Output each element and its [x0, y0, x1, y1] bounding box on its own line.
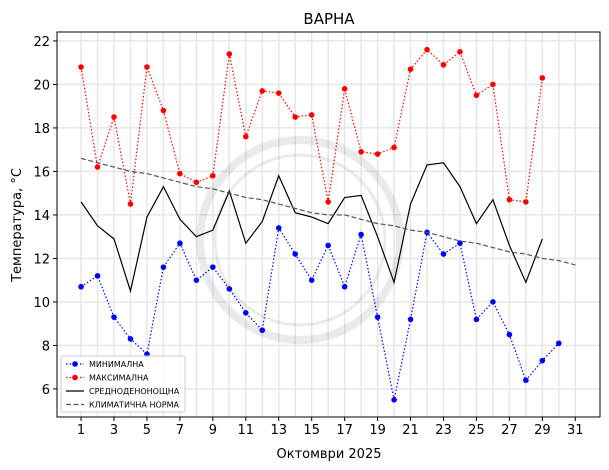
data-point: [341, 85, 348, 92]
data-point: [539, 75, 546, 81]
y-tick-label: 8: [42, 339, 50, 354]
data-point: [407, 66, 414, 72]
legend-marker: [72, 361, 78, 367]
data-point: [210, 172, 216, 179]
data-point: [358, 149, 364, 155]
data-point: [94, 273, 101, 279]
watermark: [196, 136, 404, 344]
data-point: [94, 164, 101, 170]
y-tick-label: 20: [33, 78, 50, 93]
y-axis-label: Температура, °C: [10, 168, 25, 283]
x-tick-label: 1: [77, 423, 85, 438]
x-tick-label: 27: [501, 423, 518, 438]
data-point: [341, 283, 348, 290]
x-tick-label: 31: [567, 423, 584, 438]
data-point: [457, 48, 463, 55]
data-point: [242, 310, 249, 316]
data-point: [506, 196, 513, 203]
data-point: [242, 133, 249, 140]
x-tick-label: 25: [468, 423, 485, 438]
data-point: [374, 314, 381, 320]
plot-frame: [56, 31, 601, 418]
data-point: [292, 251, 299, 257]
x-tick-label: 19: [369, 423, 386, 438]
data-point: [226, 286, 233, 292]
series-line-2: [80, 162, 543, 294]
x-tick-label: 23: [435, 423, 452, 438]
data-point: [358, 231, 364, 238]
data-point: [506, 331, 513, 338]
x-tick-label: 3: [110, 423, 118, 438]
legend-label: СРЕДНОДЕНОНОЩНА: [89, 387, 180, 396]
data-point: [556, 340, 562, 347]
data-point: [160, 107, 167, 114]
x-axis-label: Октомври 2025: [277, 447, 382, 462]
y-tick-label: 6: [42, 383, 50, 398]
data-point: [391, 144, 397, 151]
data-point: [177, 240, 183, 247]
legend-label: МАКСИМАЛНА: [89, 374, 149, 383]
data-point: [440, 62, 447, 68]
chart-title: ВАРНА: [303, 10, 355, 28]
data-point: [78, 283, 84, 290]
data-point: [275, 225, 282, 231]
data-point: [523, 377, 529, 384]
x-tick-label: 7: [176, 423, 184, 438]
data-point: [259, 327, 266, 334]
x-tick-label: 5: [143, 423, 151, 438]
y-tick-label: 12: [33, 252, 50, 267]
data-point: [325, 199, 331, 205]
x-tick-label: 13: [270, 423, 287, 438]
data-point: [325, 242, 331, 249]
data-point: [490, 299, 496, 305]
data-point: [473, 92, 480, 99]
data-point: [539, 357, 546, 364]
y-tick-label: 18: [33, 122, 50, 137]
series-line-3: [80, 157, 576, 266]
legend-label: МИНИМАЛНА: [89, 360, 144, 369]
x-tick-label: 9: [209, 423, 217, 438]
data-point: [127, 201, 134, 207]
data-point: [292, 114, 299, 120]
data-point: [259, 88, 266, 94]
x-tick-label: 15: [303, 423, 320, 438]
data-point: [193, 179, 200, 186]
data-point: [308, 112, 315, 118]
data-point: [78, 64, 84, 70]
x-tick-label: 17: [336, 423, 353, 438]
series-line-0: [80, 226, 560, 400]
data-point: [144, 64, 150, 70]
series-line-1: [80, 48, 543, 205]
data-point: [160, 264, 167, 270]
data-point: [210, 264, 216, 270]
legend-label: КЛИМАТИЧНА НОРМА: [89, 401, 179, 410]
y-tick-label: 14: [33, 209, 50, 224]
data-point: [490, 81, 496, 88]
y-tick-label: 16: [33, 165, 50, 180]
data-point: [473, 316, 480, 323]
data-point: [193, 277, 200, 283]
data-point: [127, 336, 134, 342]
data-point: [440, 251, 447, 257]
data-point: [111, 314, 117, 320]
legend-box: [60, 355, 186, 413]
y-tick-label: 22: [33, 35, 50, 50]
data-point: [226, 51, 233, 57]
data-point: [177, 170, 183, 177]
x-tick-label: 29: [534, 423, 551, 438]
data-point: [407, 316, 414, 323]
x-tick-label: 21: [402, 423, 419, 438]
x-tick-label: 11: [238, 423, 255, 438]
data-point: [374, 151, 381, 157]
legend: МИНИМАЛНА МАКСИМАЛНА СРЕДНОДЕНОНОЩНА КЛИМАТ…: [60, 355, 186, 413]
data-point: [308, 277, 315, 283]
data-point: [111, 114, 117, 120]
y-tick-label: 10: [33, 296, 50, 311]
data-point: [523, 199, 529, 205]
data-point: [391, 397, 397, 403]
data-point: [424, 46, 430, 53]
legend-marker: [72, 374, 78, 381]
data-point: [275, 90, 282, 96]
